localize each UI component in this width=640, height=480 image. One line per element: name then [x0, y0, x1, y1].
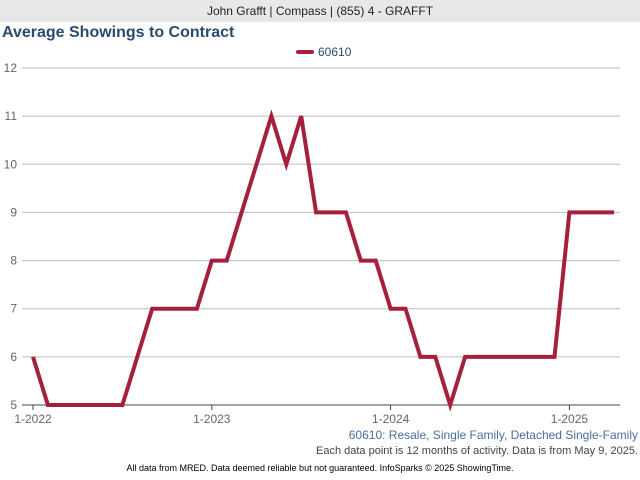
series-line-60610: [31, 109, 615, 412]
legend-swatch: [296, 50, 314, 54]
x-tick-label: 1-2023: [193, 412, 231, 426]
legend[interactable]: 60610: [296, 45, 351, 59]
footer-credits: All data from MRED. Data deemed reliable…: [126, 463, 514, 473]
header-bar: John Grafft | Compass | (855) 4 - GRAFFT: [0, 0, 640, 22]
y-tick-label: 8: [10, 254, 17, 268]
chart-title: Average Showings to Contract: [2, 24, 235, 41]
data-note: Each data point is 12 months of activity…: [315, 445, 638, 457]
y-tick-label: 10: [4, 157, 18, 171]
y-tick-label: 5: [10, 398, 17, 412]
chart-subtitle: 60610: Resale, Single Family, Detached S…: [348, 428, 638, 442]
x-tick-label: 1-2022: [14, 412, 52, 426]
y-tick-label: 7: [10, 302, 17, 316]
header-text: John Grafft | Compass | (855) 4 - GRAFFT: [206, 4, 434, 18]
legend-label: 60610: [318, 45, 352, 59]
y-tick-label: 6: [10, 350, 17, 364]
x-tick-label: 1-2024: [372, 412, 410, 426]
y-tick-label: 12: [4, 61, 18, 75]
y-tick-label: 11: [5, 109, 18, 123]
y-tick-label: 9: [10, 205, 17, 219]
x-tick-label: 1-2025: [551, 412, 589, 426]
